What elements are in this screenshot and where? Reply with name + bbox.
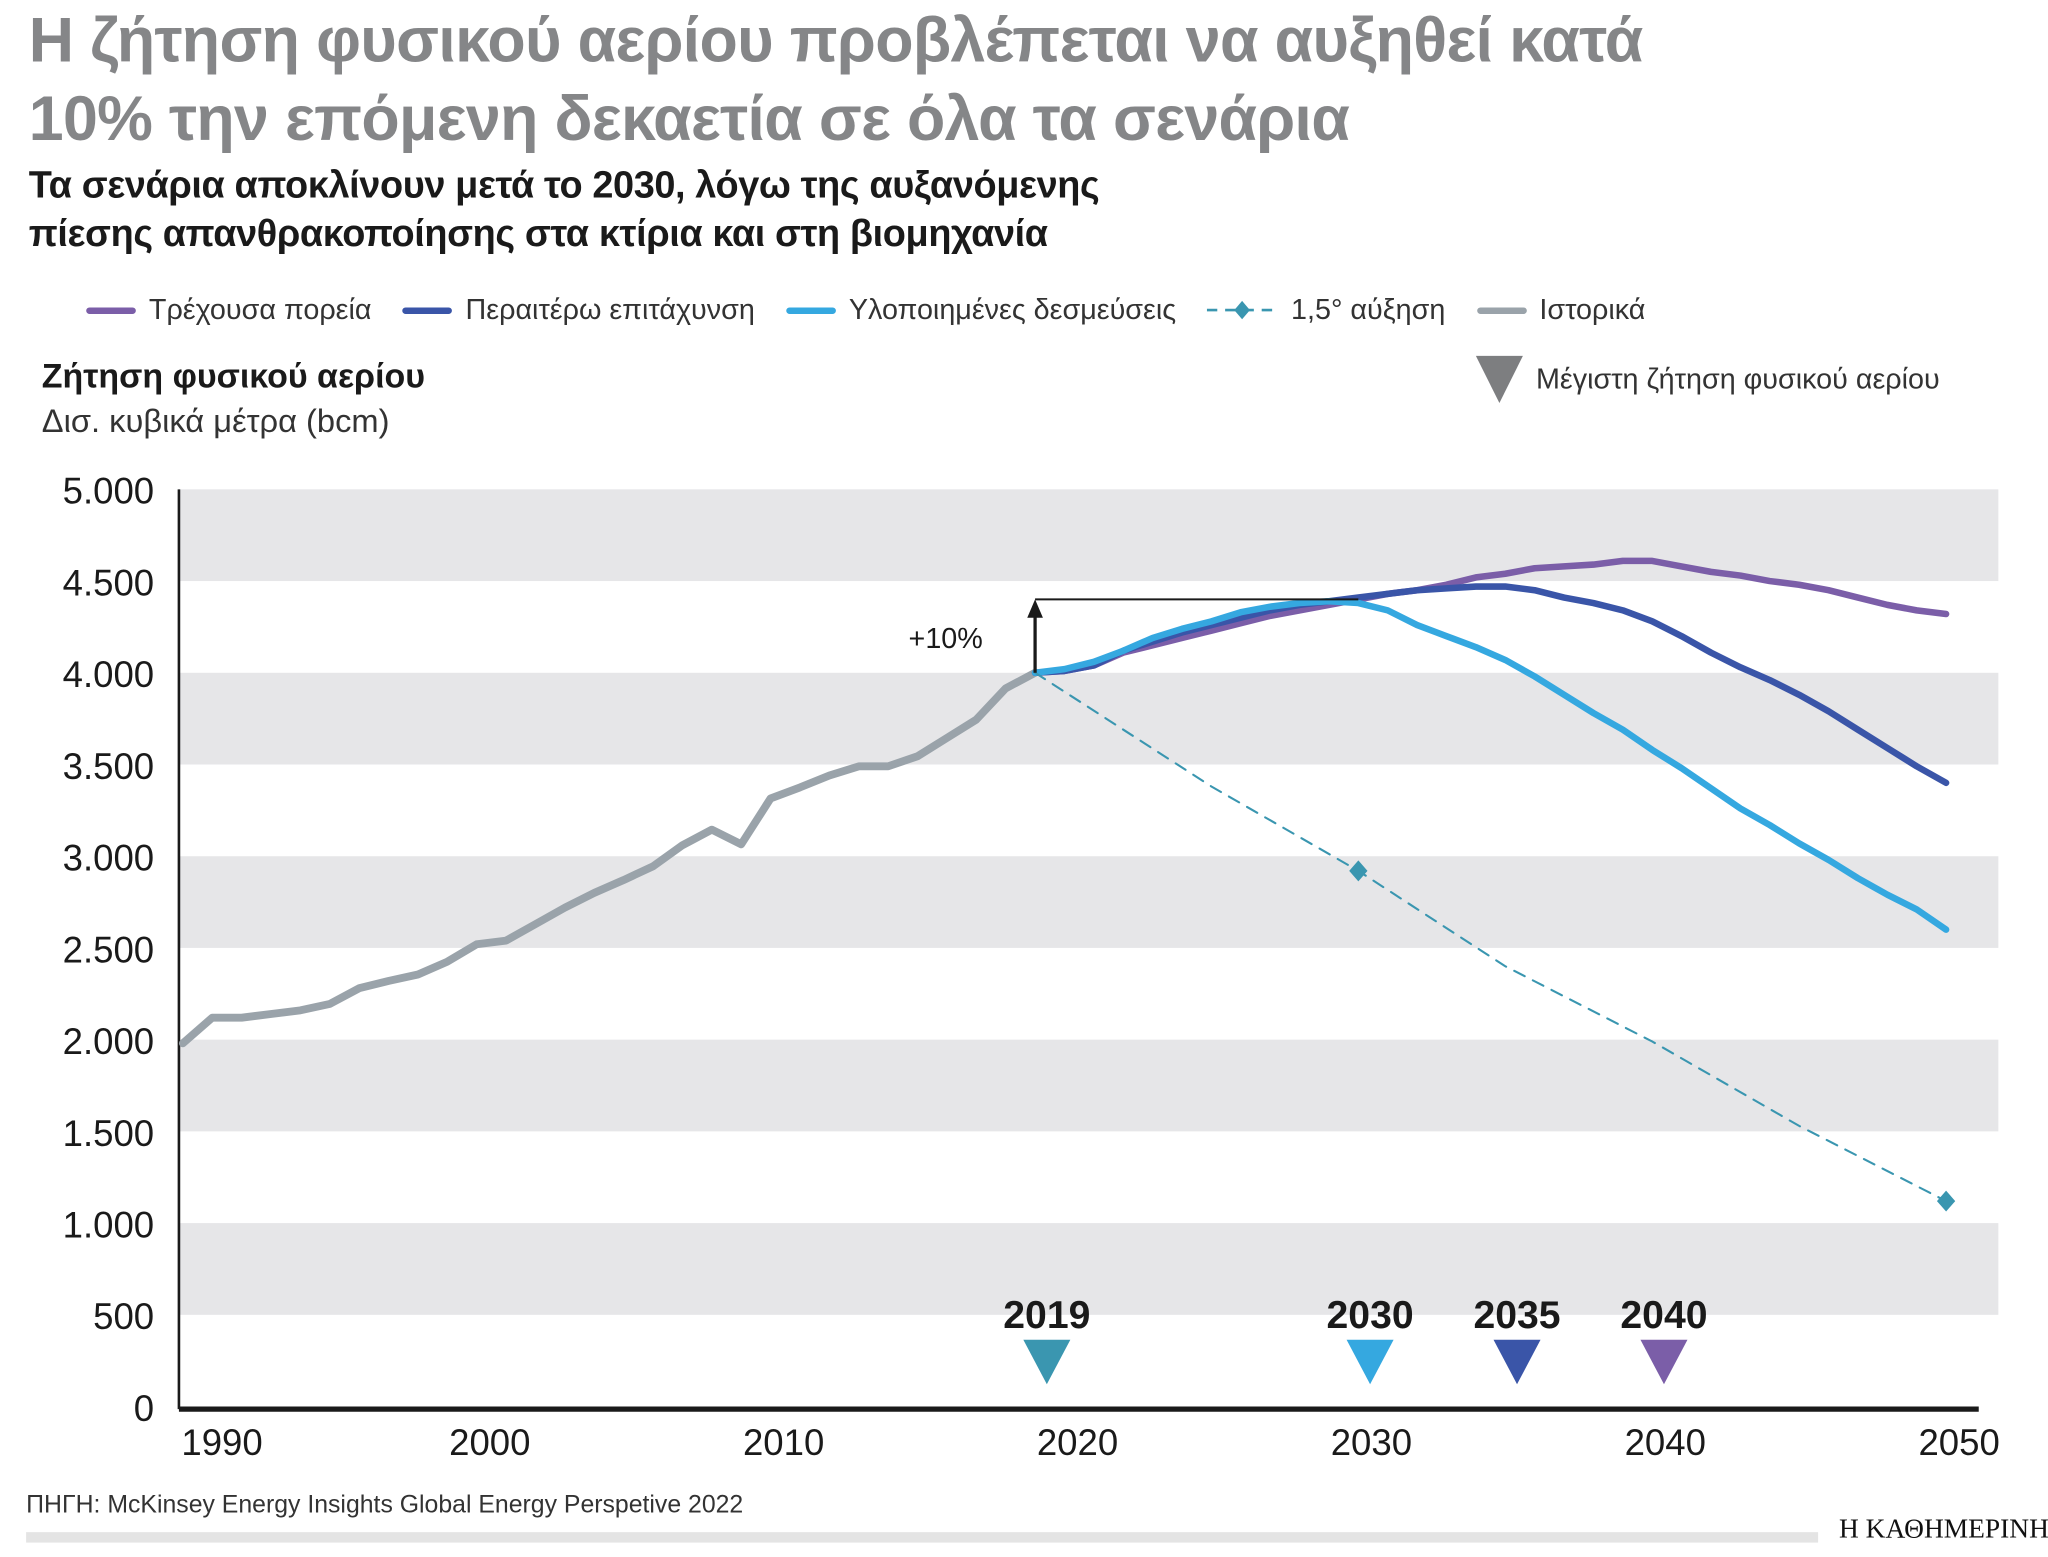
series-line-1 — [1031, 557, 1950, 677]
x-tick-label: 2030 — [1331, 1422, 1412, 1463]
y-tick-label: 3.500 — [63, 746, 154, 787]
legend-swatch — [86, 306, 136, 314]
peak-note-label: Μέγιστη ζήτηση φυσικού αερίου — [1535, 362, 1940, 396]
legend: Τρέχουσα πορεία Περαιτέρω επιτάχυνση Υλο… — [86, 293, 1677, 327]
legend-item-current: Τρέχουσα πορεία — [86, 293, 372, 327]
grid-band — [178, 1039, 1999, 1132]
peak-triangle-icon — [1640, 1339, 1688, 1385]
page-title: Η ζήτηση φυσικού αερίου προβλέπεται να α… — [28, 3, 1644, 160]
grid-band — [178, 489, 1999, 582]
peak-note: Μέγιστη ζήτηση φυσικού αερίου — [1475, 355, 1940, 403]
subtitle-line-2: πίεσης απανθρακοποίησης στα κτίρια και σ… — [28, 213, 1048, 256]
x-tick-label: 1990 — [181, 1422, 262, 1463]
grid-band — [178, 672, 1999, 765]
legend-dashed-diamond-icon — [1207, 300, 1278, 320]
y-axis-unit: Δισ. κυβικά μέτρα (bcm) — [41, 402, 390, 440]
y-tick-label: 0 — [134, 1388, 154, 1429]
x-tick-label: 2010 — [743, 1422, 824, 1463]
y-tick-label: 2.500 — [63, 929, 154, 970]
footer-bar — [26, 1532, 1819, 1543]
source-note: ΠΗΓΗ: McKinsey Energy Insights Global En… — [26, 1491, 744, 1520]
legend-label: Ιστορικά — [1539, 293, 1646, 326]
peak-triangle-icon — [1493, 1339, 1541, 1385]
peak-year-label: 2035 — [1473, 1294, 1560, 1337]
legend-label: Υλοποιημένες δεσμεύσεις — [848, 293, 1177, 326]
peak-year-label: 2019 — [1003, 1294, 1090, 1337]
y-tick-label: 1.000 — [63, 1204, 154, 1245]
x-tick-label: 2000 — [449, 1422, 530, 1463]
annotation-label: +10% — [909, 623, 983, 655]
series-line-3 — [1031, 597, 1950, 933]
grid-band — [178, 1223, 1999, 1315]
legend-swatch — [786, 306, 836, 314]
title-line-2: 10% την επόμενη δεκαετία σε όλα τα σενάρ… — [28, 85, 1350, 155]
peak-triangle-icon — [1346, 1339, 1394, 1385]
legend-swatch — [402, 306, 453, 314]
y-tick-label: 1.500 — [63, 1113, 154, 1154]
y-tick-label: 500 — [93, 1296, 154, 1337]
peak-year-label: 2030 — [1327, 1294, 1414, 1337]
series-line-2 — [1031, 583, 1950, 787]
legend-item-historical: Ιστορικά — [1476, 293, 1646, 327]
series-line-4 — [1034, 671, 1948, 1203]
down-triangle-icon — [1475, 355, 1523, 403]
legend-item-acceleration: Περαιτέρω επιτάχυνση — [402, 293, 755, 327]
subtitle-line-1: Τα σενάρια αποκλίνουν μετά το 2030, λόγω… — [28, 164, 1100, 207]
chart-title: Ζήτηση φυσικού αερίου — [41, 355, 426, 396]
legend-item-commitments: Υλοποιημένες δεσμεύσεις — [786, 293, 1176, 327]
legend-label: 1,5° αύξηση — [1291, 293, 1446, 326]
arrow-up-icon — [1027, 599, 1043, 618]
grid-band — [178, 856, 1999, 948]
series-line-0 — [178, 668, 1040, 1048]
y-tick-label: 2.000 — [63, 1021, 154, 1062]
legend-label: Τρέχουσα πορεία — [148, 293, 372, 326]
x-tick-label: 2050 — [1918, 1422, 1999, 1463]
publisher-logo: Η ΚΑΘΗΜΕΡΙΝΗ — [1838, 1512, 2048, 1544]
y-tick-label: 4.500 — [63, 562, 154, 603]
subtitle: Τα σενάρια αποκλίνουν μετά το 2030, λόγω… — [29, 162, 1100, 259]
x-tick-label: 2020 — [1037, 1422, 1118, 1463]
title-line-1: Η ζήτηση φυσικού αερίου προβλέπεται να α… — [28, 6, 1644, 76]
y-tick-label: 4.000 — [63, 654, 154, 695]
legend-label: Περαιτέρω επιτάχυνση — [465, 293, 755, 326]
x-tick-label: 2040 — [1625, 1422, 1706, 1463]
y-tick-label: 5.000 — [63, 471, 154, 512]
peak-year-label: 2040 — [1620, 1294, 1707, 1337]
diamond-marker — [1936, 1190, 1956, 1212]
legend-item-1-5-degrees: 1,5° αύξηση — [1207, 293, 1445, 327]
peak-triangle-icon — [1023, 1339, 1071, 1385]
diamond-marker — [1349, 860, 1368, 882]
y-tick-label: 3.000 — [63, 838, 154, 879]
legend-swatch — [1476, 306, 1527, 314]
